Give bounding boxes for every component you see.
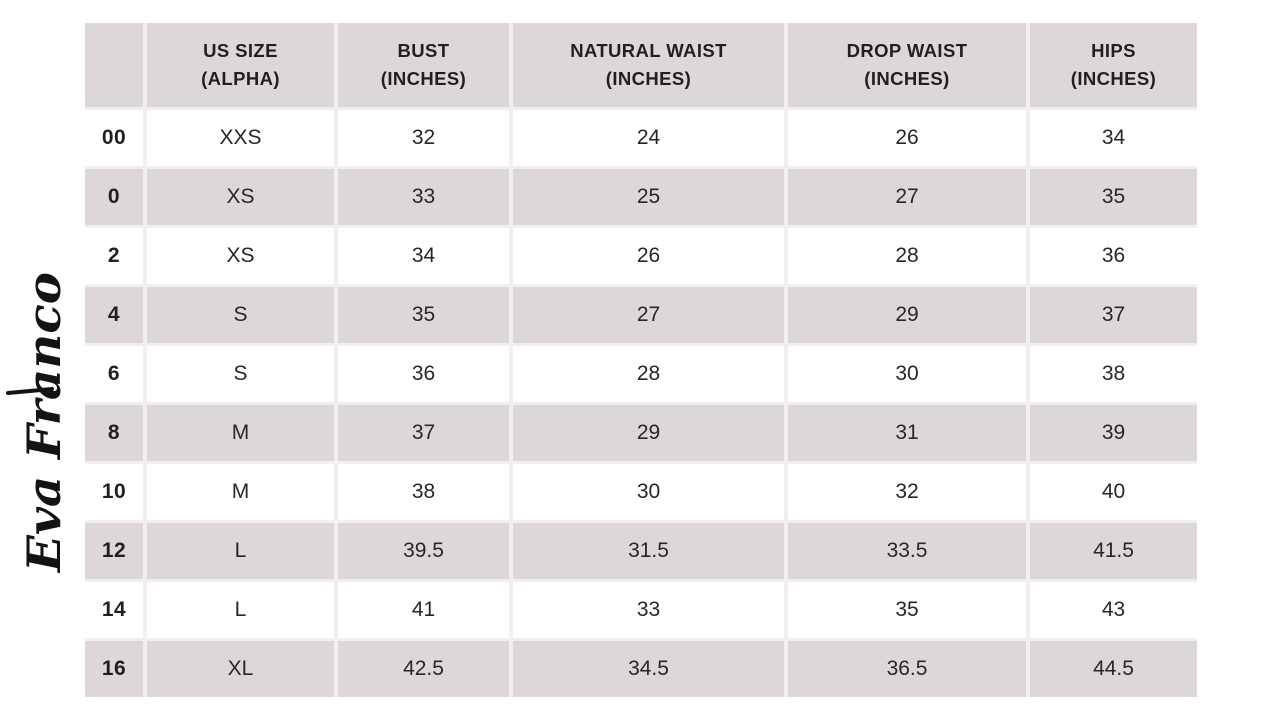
- table-row: 6 S 36 28 30 38: [85, 346, 1197, 402]
- cell-us-size-numeric: 10: [85, 464, 143, 520]
- cell-us-size-alpha: XXS: [147, 110, 334, 166]
- cell-hips: 38: [1030, 346, 1197, 402]
- cell-hips: 43: [1030, 582, 1197, 638]
- size-chart-table: US SIZE (ALPHA) BUST (INCHES) NATURAL WA…: [85, 23, 1197, 697]
- cell-hips: 36: [1030, 228, 1197, 284]
- table-row: 4 S 35 27 29 37: [85, 287, 1197, 343]
- header-us-size-alpha: US SIZE (ALPHA): [147, 23, 334, 107]
- cell-drop-waist: 35: [788, 582, 1026, 638]
- logo-flourish-stroke: [6, 387, 54, 395]
- cell-us-size-numeric: 4: [85, 287, 143, 343]
- cell-hips: 35: [1030, 169, 1197, 225]
- cell-drop-waist: 33.5: [788, 523, 1026, 579]
- cell-bust: 41: [338, 582, 509, 638]
- cell-natural-waist: 34.5: [513, 641, 784, 697]
- header-natural-waist: NATURAL WAIST (INCHES): [513, 23, 784, 107]
- cell-us-size-numeric: 8: [85, 405, 143, 461]
- cell-hips: 34: [1030, 110, 1197, 166]
- cell-drop-waist: 30: [788, 346, 1026, 402]
- table-row: 0 XS 33 25 27 35: [85, 169, 1197, 225]
- cell-bust: 37: [338, 405, 509, 461]
- header-us-size-numeric: [85, 23, 143, 107]
- cell-us-size-alpha: XS: [147, 169, 334, 225]
- cell-drop-waist: 28: [788, 228, 1026, 284]
- cell-natural-waist: 27: [513, 287, 784, 343]
- table-header: US SIZE (ALPHA) BUST (INCHES) NATURAL WA…: [85, 23, 1197, 107]
- size-chart-table-container: US SIZE (ALPHA) BUST (INCHES) NATURAL WA…: [85, 23, 1197, 697]
- cell-bust: 38: [338, 464, 509, 520]
- cell-us-size-numeric: 0: [85, 169, 143, 225]
- cell-us-size-alpha: XS: [147, 228, 334, 284]
- table-row: 2 XS 34 26 28 36: [85, 228, 1197, 284]
- table-row: 00 XXS 32 24 26 34: [85, 110, 1197, 166]
- cell-bust: 33: [338, 169, 509, 225]
- table-row: 16 XL 42.5 34.5 36.5 44.5: [85, 641, 1197, 697]
- cell-bust: 42.5: [338, 641, 509, 697]
- cell-hips: 44.5: [1030, 641, 1197, 697]
- cell-us-size-alpha: S: [147, 287, 334, 343]
- header-bust: BUST (INCHES): [338, 23, 509, 107]
- cell-natural-waist: 30: [513, 464, 784, 520]
- brand-logo-eva-franco: Eva Franco: [6, 272, 71, 574]
- cell-drop-waist: 32: [788, 464, 1026, 520]
- cell-drop-waist: 36.5: [788, 641, 1026, 697]
- header-drop-waist: DROP WAIST (INCHES): [788, 23, 1026, 107]
- cell-us-size-alpha: M: [147, 405, 334, 461]
- cell-us-size-alpha: M: [147, 464, 334, 520]
- cell-bust: 35: [338, 287, 509, 343]
- cell-hips: 37: [1030, 287, 1197, 343]
- cell-drop-waist: 29: [788, 287, 1026, 343]
- cell-us-size-numeric: 2: [85, 228, 143, 284]
- cell-drop-waist: 27: [788, 169, 1026, 225]
- brand-logo-text: Eva Franco: [17, 272, 71, 574]
- cell-us-size-numeric: 00: [85, 110, 143, 166]
- header-hips: HIPS (INCHES): [1030, 23, 1197, 107]
- cell-us-size-alpha: XL: [147, 641, 334, 697]
- cell-hips: 41.5: [1030, 523, 1197, 579]
- cell-us-size-numeric: 14: [85, 582, 143, 638]
- cell-hips: 39: [1030, 405, 1197, 461]
- cell-natural-waist: 29: [513, 405, 784, 461]
- table-row: 12 L 39.5 31.5 33.5 41.5: [85, 523, 1197, 579]
- cell-us-size-alpha: S: [147, 346, 334, 402]
- cell-us-size-numeric: 6: [85, 346, 143, 402]
- cell-us-size-alpha: L: [147, 523, 334, 579]
- cell-drop-waist: 26: [788, 110, 1026, 166]
- cell-us-size-numeric: 12: [85, 523, 143, 579]
- table-body: 00 XXS 32 24 26 34 0 XS 33 25 27 35 2 XS…: [85, 110, 1197, 697]
- header-row: US SIZE (ALPHA) BUST (INCHES) NATURAL WA…: [85, 23, 1197, 107]
- table-row: 10 M 38 30 32 40: [85, 464, 1197, 520]
- cell-us-size-alpha: L: [147, 582, 334, 638]
- cell-natural-waist: 31.5: [513, 523, 784, 579]
- cell-drop-waist: 31: [788, 405, 1026, 461]
- cell-bust: 34: [338, 228, 509, 284]
- table-row: 8 M 37 29 31 39: [85, 405, 1197, 461]
- table-row: 14 L 41 33 35 43: [85, 582, 1197, 638]
- cell-bust: 32: [338, 110, 509, 166]
- cell-natural-waist: 24: [513, 110, 784, 166]
- cell-natural-waist: 26: [513, 228, 784, 284]
- cell-hips: 40: [1030, 464, 1197, 520]
- cell-natural-waist: 28: [513, 346, 784, 402]
- cell-bust: 36: [338, 346, 509, 402]
- cell-natural-waist: 25: [513, 169, 784, 225]
- cell-us-size-numeric: 16: [85, 641, 143, 697]
- cell-natural-waist: 33: [513, 582, 784, 638]
- cell-bust: 39.5: [338, 523, 509, 579]
